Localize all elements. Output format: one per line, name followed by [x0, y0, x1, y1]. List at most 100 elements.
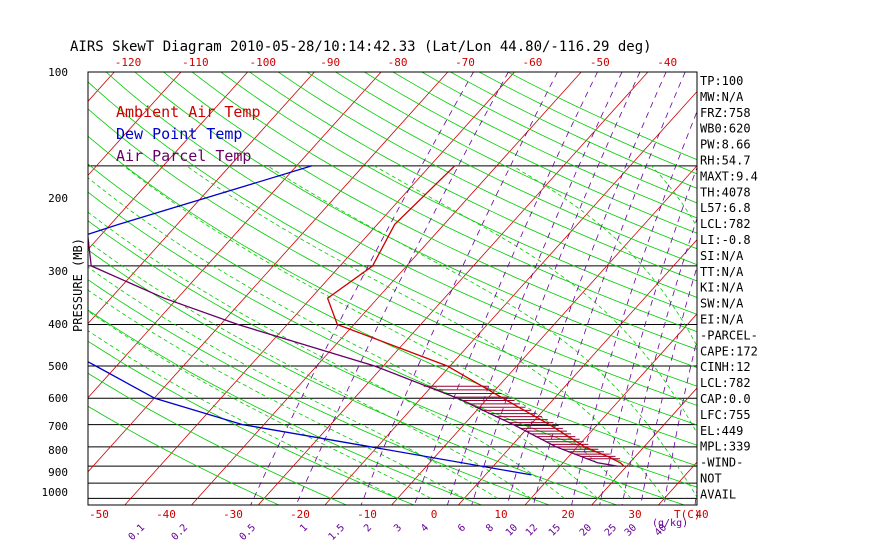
index-value: TT:N/A [700, 265, 744, 279]
moist-adiabat-line [123, 165, 632, 499]
dry-adiabat-line [88, 372, 347, 505]
isotherm-line [524, 313, 697, 505]
isotherm-line [792, 72, 870, 505]
moist-adiabat-line [88, 266, 498, 499]
mixing-ratio-tick-label: 30 [623, 522, 639, 538]
dry-adiabat-line [364, 72, 697, 234]
moist-adiabat-line [267, 165, 697, 498]
index-value: LCL:782 [700, 217, 751, 231]
mixing-ratio-line [621, 217, 697, 505]
top-temp-tick-label: -60 [522, 56, 542, 69]
top-temp-tick-label: -90 [320, 56, 340, 69]
plot-area [88, 72, 870, 505]
isotherm-line [859, 72, 870, 505]
bottom-temp-tick-label: 10 [494, 508, 507, 521]
bottom-temp-tick-label: 40 [695, 508, 708, 521]
mixing-ratio-tick-label: 10 [504, 522, 520, 538]
index-value: EI:N/A [700, 313, 744, 327]
index-value: RH:54.7 [700, 154, 751, 168]
bottom-temp-tick-label: -40 [156, 508, 176, 521]
moist-adiabat-line [88, 289, 465, 499]
mixing-ratio-tick-label: 0.5 [238, 522, 259, 543]
dry-adiabat-line [450, 72, 697, 189]
dry-adiabat-line [479, 72, 697, 175]
isotherm-line [88, 72, 182, 176]
mixing-ratio-tick-label: 25 [603, 522, 619, 538]
mixing-ratio-tick-label: 1 [298, 522, 310, 534]
dry-adiabat-line [105, 72, 697, 387]
index-value: -PARCEL- [700, 328, 758, 342]
mixing-ratio-line [360, 72, 558, 505]
bottom-temp-unit-label: T(C) [674, 508, 701, 521]
mixing-ratio-line [640, 265, 697, 505]
index-value: KI:N/A [700, 281, 744, 295]
mixing-ratio-tick-label: 20 [578, 522, 594, 538]
index-value: NOT [700, 472, 722, 486]
dry-adiabat-line [88, 220, 685, 505]
legend: Ambient Air Temp Dew Point Temp Air Parcel… [116, 103, 261, 165]
index-value: LFC:755 [700, 408, 751, 422]
bottom-temp-tick-label: 30 [628, 508, 641, 521]
mixing-ratio-tick-label: 12 [524, 522, 540, 538]
isotherm-line [391, 165, 697, 505]
pressure-tick-label: 100 [48, 66, 68, 79]
pressure-tick-label: 1000 [42, 486, 69, 499]
mixing-ratio-tick-label: 0.2 [170, 522, 191, 543]
y-axis-label: PRESSURE (MB) [71, 238, 85, 332]
mixing-ratio-line [773, 72, 857, 505]
mixing-ratio-line [599, 166, 697, 505]
dry-adiabat-line [306, 72, 697, 266]
mixing-ratio-line [740, 72, 833, 505]
dry-adiabat-line [88, 309, 482, 505]
index-value: L57:6.8 [700, 201, 751, 215]
moist-adiabat-line [651, 165, 697, 228]
legend-entry: Air Parcel Temp [116, 147, 251, 165]
isotherm-line [191, 72, 582, 505]
mixing-ratio-line [663, 338, 697, 505]
moist-adiabat-line [88, 240, 532, 499]
bottom-temp-tick-label: -20 [290, 508, 310, 521]
top-temp-tick-label: -100 [250, 56, 277, 69]
index-value: -WIND- [700, 456, 743, 470]
dry-adiabat-line [335, 72, 697, 250]
pressure-tick-label: 200 [48, 192, 68, 205]
index-value: MAXT:9.4 [700, 169, 758, 183]
index-value: LI:-0.8 [700, 233, 751, 247]
chart-title: AIRS SkewT Diagram 2010-05-28/10:14:42.3… [70, 39, 652, 55]
dry-adiabat-line [88, 135, 697, 446]
mixing-ratio-line [533, 72, 686, 505]
moist-adiabat-line [374, 165, 697, 434]
dry-adiabat-line [278, 72, 697, 282]
index-value: LCL:782 [700, 376, 751, 390]
isotherm-line [88, 72, 315, 325]
legend-entry: Dew Point Temp [116, 125, 242, 143]
moist-adiabat-line [186, 165, 665, 499]
pressure-tick-label: 400 [48, 318, 68, 331]
mixing-ratio-unit-label: (g/kg) [652, 518, 688, 529]
plot-border [87, 71, 698, 506]
series-line-3 [88, 231, 618, 467]
bottom-temp-tick-label: -50 [89, 508, 109, 521]
bottom-temp-tick-label: -30 [223, 508, 243, 521]
index-value: AVAIL [700, 487, 736, 501]
top-temp-tick-label: -40 [657, 56, 677, 69]
mixing-ratio-line [447, 72, 623, 505]
top-temp-tick-label: -80 [388, 56, 408, 69]
dry-adiabat-line [88, 279, 550, 505]
mixing-ratio-line [250, 72, 474, 505]
index-value: TH:4078 [700, 185, 751, 199]
pressure-tick-label: 900 [48, 466, 68, 479]
dry-adiabat-line [88, 249, 617, 505]
isotherm-line [458, 239, 697, 505]
mixing-ratio-tick-label: 15 [547, 522, 563, 538]
series-line-2 [88, 165, 532, 476]
mixing-ratio-tick-label: 2 [362, 522, 374, 534]
index-value: SI:N/A [700, 249, 744, 263]
mixing-ratio-line [414, 72, 598, 505]
isotherm-line [324, 90, 697, 505]
moist-adiabat-line [88, 177, 598, 499]
isotherm-line [88, 72, 115, 102]
index-value: WB0:620 [700, 122, 751, 136]
moist-adiabat-line [88, 310, 432, 499]
